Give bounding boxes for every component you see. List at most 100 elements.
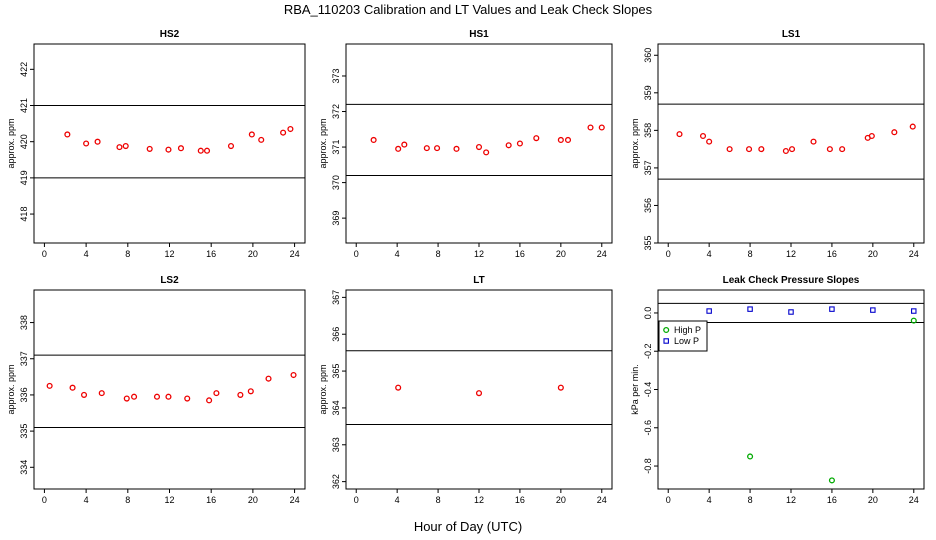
data-point xyxy=(122,142,129,150)
y-tick-label: 365 xyxy=(331,364,341,379)
y-tick-label: 360 xyxy=(643,48,653,63)
plot-frame xyxy=(657,289,925,490)
legend-label: High P xyxy=(674,325,701,335)
y-tick-label: -0.8 xyxy=(643,458,653,474)
data-point xyxy=(911,308,917,314)
data-point xyxy=(64,131,71,138)
y-axis-label: kPa per min. xyxy=(630,364,640,415)
data-point xyxy=(165,393,172,400)
panel-title: HS1 xyxy=(469,29,489,40)
x-tick-label: 16 xyxy=(827,249,837,259)
data-point xyxy=(868,132,875,140)
y-tick-label: 418 xyxy=(19,207,29,222)
panel-title: LS1 xyxy=(782,29,801,40)
data-point xyxy=(131,393,138,400)
data-point xyxy=(395,384,402,391)
data-point xyxy=(557,384,564,391)
data-point xyxy=(533,135,540,142)
x-tick-label: 20 xyxy=(556,495,566,505)
x-tick-label: 16 xyxy=(515,495,525,505)
x-tick-label: 20 xyxy=(868,249,878,259)
data-point xyxy=(146,145,153,152)
y-tick-label: 372 xyxy=(331,104,341,119)
y-tick-label: 419 xyxy=(19,170,29,185)
x-tick-label: 4 xyxy=(707,495,712,505)
x-tick-label: 4 xyxy=(395,249,400,259)
data-point xyxy=(782,147,789,155)
y-tick-label: 422 xyxy=(19,62,29,77)
data-point xyxy=(747,453,754,460)
x-tick-label: 0 xyxy=(354,249,359,259)
y-tick-label: 355 xyxy=(643,235,653,250)
data-point xyxy=(557,136,564,143)
data-point xyxy=(46,382,53,389)
x-tick-label: 4 xyxy=(84,495,89,505)
x-tick-label: 16 xyxy=(206,495,216,505)
x-tick-label: 12 xyxy=(474,249,484,259)
x-tick-label: 20 xyxy=(248,495,258,505)
x-tick-label: 8 xyxy=(436,249,441,259)
data-point xyxy=(564,136,572,143)
data-point xyxy=(280,129,287,136)
x-tick-label: 8 xyxy=(748,495,753,505)
data-point xyxy=(788,309,794,315)
x-tick-label: 8 xyxy=(125,495,130,505)
y-tick-label: 358 xyxy=(643,123,653,138)
y-tick-label: 359 xyxy=(643,85,653,100)
data-point xyxy=(758,146,765,153)
x-tick-label: 16 xyxy=(827,495,837,505)
y-axis-label: approx. ppm xyxy=(318,118,328,168)
data-point xyxy=(839,146,846,153)
y-tick-label: 369 xyxy=(331,211,341,226)
data-point xyxy=(197,147,204,154)
data-point xyxy=(177,145,185,152)
data-point xyxy=(483,149,490,156)
plot-frame xyxy=(657,43,925,244)
data-point xyxy=(69,384,76,391)
x-tick-label: 20 xyxy=(556,249,566,259)
x-tick-label: 4 xyxy=(707,249,712,259)
data-point xyxy=(788,146,796,153)
data-point xyxy=(746,146,753,153)
data-point xyxy=(395,145,402,152)
data-point xyxy=(475,390,483,397)
y-axis-label: approx. ppm xyxy=(6,364,16,414)
y-tick-label: 336 xyxy=(19,387,29,402)
data-point xyxy=(248,131,255,138)
y-tick-label: 334 xyxy=(19,460,29,475)
data-point xyxy=(826,146,833,153)
y-tick-label: -0.2 xyxy=(643,343,653,359)
x-tick-label: 12 xyxy=(786,249,796,259)
data-point xyxy=(891,129,898,136)
data-point xyxy=(516,140,523,147)
x-tick-label: 12 xyxy=(164,495,174,505)
x-tick-label: 24 xyxy=(290,249,300,259)
y-tick-label: 338 xyxy=(19,315,29,330)
data-point xyxy=(80,391,88,398)
data-point xyxy=(706,138,713,145)
x-tick-label: 0 xyxy=(42,495,47,505)
x-tick-label: 8 xyxy=(748,249,753,259)
y-axis-label: approx. ppm xyxy=(318,364,328,414)
data-point xyxy=(165,146,172,153)
data-point xyxy=(83,140,90,147)
y-tick-label: 420 xyxy=(19,134,29,149)
data-point xyxy=(706,308,712,314)
data-point xyxy=(401,141,408,148)
data-point xyxy=(206,397,213,404)
x-tick-label: 24 xyxy=(909,249,919,259)
data-point xyxy=(726,146,733,153)
x-tick-label: 8 xyxy=(436,495,441,505)
data-point xyxy=(505,142,512,149)
data-point xyxy=(258,136,265,143)
x-tick-label: 4 xyxy=(84,249,89,259)
panel-hs2: HS2 0 4 8 12 16 20 24 418 419 420 421 422 approx. ppm xyxy=(6,29,306,259)
y-axis-label: approx. ppm xyxy=(6,118,16,168)
data-point xyxy=(237,391,244,398)
data-point xyxy=(123,395,130,402)
panel-title: LT xyxy=(473,275,484,286)
x-tick-label: 24 xyxy=(597,249,607,259)
y-tick-label: 362 xyxy=(331,474,341,489)
y-tick-label: 335 xyxy=(19,424,29,439)
